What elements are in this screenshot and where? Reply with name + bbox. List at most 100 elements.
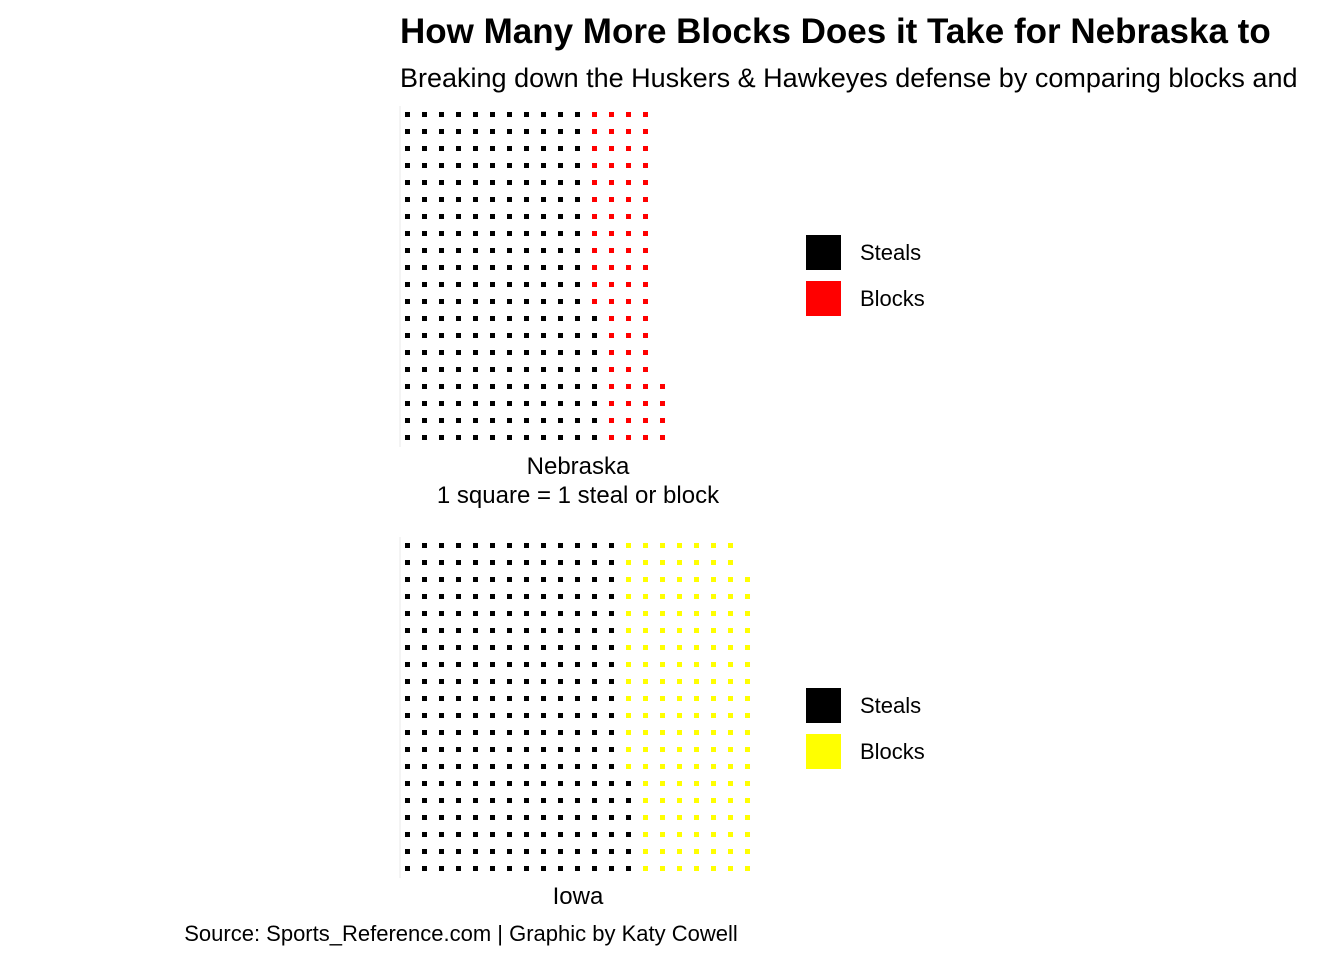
iowa-steals-square — [541, 628, 546, 633]
nebraska-steals-square — [507, 367, 512, 372]
nebraska-blocks-square — [643, 231, 648, 236]
nebraska-steals-square — [575, 112, 580, 117]
iowa-blocks-square — [643, 781, 648, 786]
iowa-blocks-square — [643, 679, 648, 684]
nebraska-steals-square — [507, 163, 512, 168]
nebraska-blocks-square — [643, 248, 648, 253]
iowa-steals-square — [439, 594, 444, 599]
iowa-steals-square — [456, 628, 461, 633]
iowa-steals-square — [422, 849, 427, 854]
iowa-steals-square — [473, 713, 478, 718]
iowa-steals-square — [507, 543, 512, 548]
nebraska-blocks-square — [643, 367, 648, 372]
iowa-blocks-square — [643, 849, 648, 854]
iowa-steals-square — [609, 696, 614, 701]
iowa-blocks-square — [711, 747, 716, 752]
nebraska-blocks-square — [643, 129, 648, 134]
nebraska-steals-square — [524, 418, 529, 423]
nebraska-blocks-square — [592, 265, 597, 270]
iowa-steals-square — [575, 577, 580, 582]
nebraska-steals-square — [541, 282, 546, 287]
iowa-steals-square — [558, 594, 563, 599]
nebraska-steals-square — [575, 401, 580, 406]
iowa-blocks-square — [660, 849, 665, 854]
nebraska-steals-square — [558, 384, 563, 389]
iowa-steals-square — [439, 645, 444, 650]
nebraska-steals-square — [490, 146, 495, 151]
nebraska-blocks-square — [609, 282, 614, 287]
nebraska-steals-square — [524, 401, 529, 406]
nebraska-steals-square — [507, 112, 512, 117]
nebraska-steals-square — [405, 146, 410, 151]
iowa-blocks-square — [711, 594, 716, 599]
nebraska-steals-square — [592, 435, 597, 440]
iowa-blocks-square — [626, 696, 631, 701]
iowa-blocks-square — [643, 577, 648, 582]
nebraska-steals-square — [541, 146, 546, 151]
iowa-blocks-square — [728, 764, 733, 769]
iowa-blocks-square — [626, 662, 631, 667]
iowa-blocks-square — [745, 679, 750, 684]
iowa-steals-square — [507, 747, 512, 752]
iowa-blocks-square — [694, 577, 699, 582]
iowa-blocks-square — [643, 696, 648, 701]
iowa-steals-square — [439, 713, 444, 718]
nebraska-steals-square — [507, 401, 512, 406]
nebraska-steals-square — [507, 435, 512, 440]
iowa-steals-square — [524, 781, 529, 786]
nebraska-steals-square — [507, 418, 512, 423]
iowa-steals-square — [609, 560, 614, 565]
iowa-steals-square — [575, 628, 580, 633]
iowa-steals-square — [626, 798, 631, 803]
nebraska-blocks-square — [609, 112, 614, 117]
iowa-steals-square — [592, 594, 597, 599]
iowa-steals-square — [541, 611, 546, 616]
iowa-steals-square — [473, 577, 478, 582]
iowa-blocks-square — [694, 679, 699, 684]
iowa-steals-square — [456, 713, 461, 718]
nebraska-steals-square — [439, 350, 444, 355]
iowa-blocks-square — [728, 645, 733, 650]
iowa-steals-square — [575, 832, 580, 837]
nebraska-steals-square — [422, 418, 427, 423]
iowa-blocks-square — [660, 764, 665, 769]
iowa-blocks-square — [745, 815, 750, 820]
iowa-steals-square — [456, 594, 461, 599]
nebraska-steals-square — [473, 367, 478, 372]
iowa-steals-square — [439, 730, 444, 735]
iowa-steals-square — [490, 577, 495, 582]
iowa-blocks-square — [711, 764, 716, 769]
iowa-steals-square — [405, 832, 410, 837]
nebraska-steals-square — [541, 180, 546, 185]
iowa-steals-square — [405, 543, 410, 548]
iowa-steals-square — [439, 866, 444, 871]
nebraska-steals-square — [524, 163, 529, 168]
iowa-steals-square — [405, 730, 410, 735]
nebraska-steals-square — [422, 350, 427, 355]
iowa-blocks-square — [660, 577, 665, 582]
nebraska-steals-square — [473, 146, 478, 151]
iowa-legend-label-steals: Steals — [860, 693, 921, 718]
nebraska-steals-square — [405, 333, 410, 338]
iowa-steals-square — [422, 713, 427, 718]
iowa-steals-square — [456, 832, 461, 837]
iowa-blocks-square — [728, 713, 733, 718]
nebraska-steals-square — [507, 197, 512, 202]
nebraska-steals-square — [456, 146, 461, 151]
iowa-steals-square — [405, 764, 410, 769]
nebraska-steals-square — [541, 316, 546, 321]
iowa-blocks-square — [694, 781, 699, 786]
iowa-steals-square — [541, 645, 546, 650]
nebraska-steals-square — [558, 401, 563, 406]
iowa-steals-square — [575, 560, 580, 565]
iowa-legend-label-blocks: Blocks — [860, 739, 925, 764]
nebraska-steals-square — [541, 231, 546, 236]
iowa-steals-square — [422, 815, 427, 820]
nebraska-blocks-square — [626, 299, 631, 304]
nebraska-steals-square — [456, 214, 461, 219]
iowa-blocks-square — [660, 798, 665, 803]
nebraska-steals-square — [405, 197, 410, 202]
nebraska-steals-square — [524, 367, 529, 372]
nebraska-steals-square — [524, 231, 529, 236]
